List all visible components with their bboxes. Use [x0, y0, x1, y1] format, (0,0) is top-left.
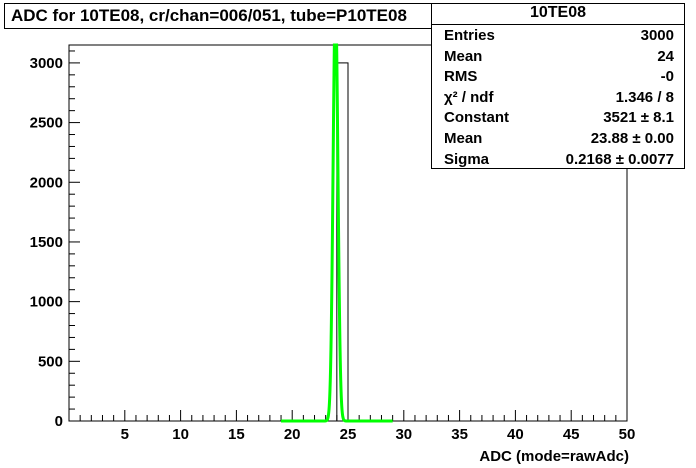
stats-value: 3521 ± 8.1 — [603, 109, 674, 127]
x-tick-label: 45 — [563, 426, 580, 443]
y-tick-label: 2500 — [30, 115, 63, 132]
x-tick-label: 30 — [395, 426, 412, 443]
axes: 5 10 15 20 25 30 35 40 45 50050010001500200025003… — [30, 50, 636, 443]
stats-label: Sigma — [444, 150, 490, 168]
y-tick-label: 500 — [38, 353, 63, 370]
x-tick-label: 5 — [121, 426, 129, 443]
chart-title: ADC for 10TE08, cr/chan=006/051, tube=P1… — [4, 3, 493, 29]
histogram-bar — [336, 62, 349, 422]
stats-row: Mean 24 — [432, 46, 684, 67]
stats-row: Sigma 0.2168 ± 0.0077 — [432, 149, 684, 170]
stats-row: Constant 3521 ± 8.1 — [432, 107, 684, 128]
stats-row: Mean 23.88 ± 0.00 — [432, 128, 684, 149]
x-tick-label: 35 — [451, 426, 468, 443]
stats-label: RMS — [444, 68, 478, 86]
stats-title: 10TE08 — [432, 4, 684, 25]
fit-curve — [281, 43, 393, 423]
stats-label: Mean — [444, 129, 483, 147]
stats-label: χ² / ndf — [444, 88, 494, 106]
x-tick-label: 20 — [284, 426, 301, 443]
x-tick-label: 40 — [507, 426, 524, 443]
x-tick-label: 15 — [228, 426, 245, 443]
y-tick-label: 1500 — [30, 234, 63, 251]
x-tick-label: 10 — [172, 426, 189, 443]
x-tick-label: 25 — [340, 426, 357, 443]
x-axis-label: ADC (mode=rawAdc) — [479, 448, 629, 465]
x-tick-label: 50 — [619, 426, 636, 443]
y-tick-label: 0 — [55, 413, 63, 430]
stats-row: Entries 3000 — [432, 25, 684, 46]
stats-row: RMS -0 — [432, 66, 684, 87]
stats-row: χ² / ndf 1.346 / 8 — [432, 87, 684, 108]
y-tick-label: 3000 — [30, 55, 63, 72]
gaussian-fit-line — [281, 43, 393, 423]
stats-value: 23.88 ± 0.00 — [590, 129, 674, 147]
stats-value: 1.346 / 8 — [615, 88, 674, 106]
y-tick-label: 1000 — [30, 294, 63, 311]
stats-value: 0.2168 ± 0.0077 — [565, 150, 674, 168]
stats-label: Entries — [444, 27, 495, 44]
stats-label: Constant — [444, 109, 509, 127]
stats-box: 10TE08 Entries 3000 Mean 24 RMS -0 χ² / ndf 1.3… — [431, 3, 685, 169]
stats-value: 3000 — [640, 27, 674, 44]
stats-label: Mean — [444, 47, 483, 65]
stats-value: -0 — [660, 68, 674, 86]
y-tick-label: 2000 — [30, 174, 63, 191]
stats-value: 24 — [657, 47, 674, 65]
histogram — [336, 62, 349, 422]
